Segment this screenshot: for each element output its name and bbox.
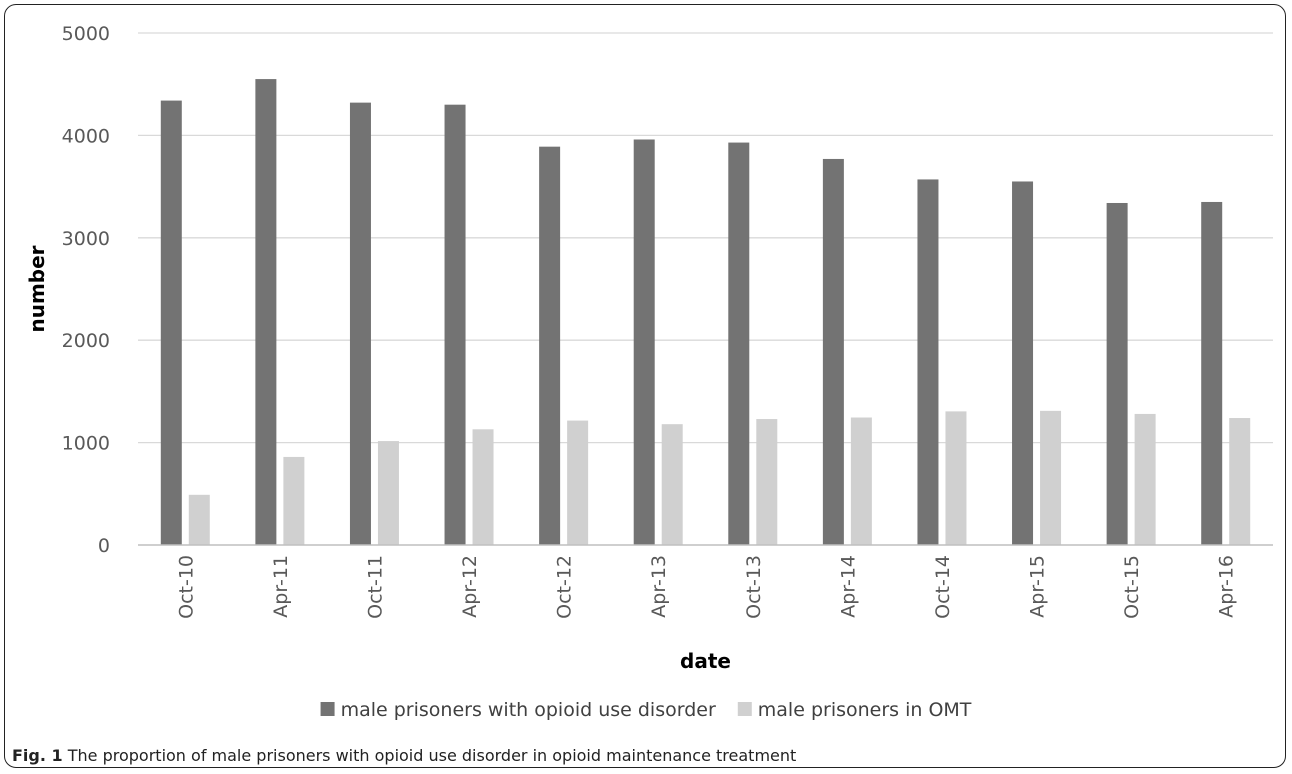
bar-series-2 [567,420,589,545]
bar-series-2 [945,411,967,545]
bar-series-1 [1012,181,1034,546]
bar-series-2 [472,429,494,545]
bar-series-2 [850,417,872,545]
x-tick-label: Apr-11 [270,555,292,618]
bar-series-1 [822,158,844,545]
bar-series-1 [1201,201,1223,545]
bar-series-1 [917,179,939,545]
bar-series-2 [661,424,683,545]
gridlines [138,32,1273,444]
y-axis-ticks: 0 1000 2000 3000 4000 5000 [62,23,110,557]
y-axis-title: number [25,245,49,332]
bar-series-2 [1040,410,1062,545]
x-tick-label: Apr-13 [648,555,670,618]
bar-series-2 [377,441,399,545]
y-tick-label: 1000 [62,433,110,455]
figure-frame [4,4,1286,768]
x-tick-label: Oct-10 [175,555,197,619]
x-tick-label: Apr-12 [459,555,481,618]
x-tick-label: Oct-11 [364,555,386,619]
y-tick-label: 4000 [62,125,110,147]
x-tick-label: Apr-14 [837,555,859,618]
legend: male prisoners with opioid use disorder m… [320,699,972,721]
x-tick-label: Apr-15 [1027,555,1049,618]
figure-caption-text: The proportion of male prisoners with op… [67,746,797,765]
figure-label: Fig. 1 [12,746,63,765]
bar-series-2 [1134,413,1156,545]
bar-series-1 [539,146,561,545]
x-tick-label: Oct-14 [932,555,954,619]
bar-series-1 [633,139,655,545]
bar-series-1 [728,142,750,545]
bar-series-2 [283,456,305,545]
bar-series-1 [349,102,371,545]
bar-series-2 [756,419,778,545]
y-tick-label: 3000 [62,228,110,250]
x-tick-label: Oct-15 [1121,555,1143,619]
legend-swatch [320,702,335,716]
bar-series-1 [444,104,466,546]
bars [160,79,1251,546]
y-tick-label: 0 [98,535,110,557]
x-tick-label: Apr-16 [1216,555,1238,618]
x-tick-label: Oct-13 [743,555,765,619]
bar-series-2 [188,494,210,545]
y-tick-label: 5000 [62,23,110,45]
bar-series-1 [255,79,277,545]
y-tick-label: 2000 [62,330,110,352]
bar-series-1 [1106,202,1128,545]
legend-label: male prisoners with opioid use disorder [341,699,716,721]
legend-item: male prisoners in OMT [737,699,972,721]
legend-item: male prisoners with opioid use disorder [320,699,716,721]
bar-series-2 [1229,418,1251,545]
x-axis-title: date [680,649,731,673]
legend-swatch [737,702,752,716]
legend-label: male prisoners in OMT [758,699,972,721]
x-tick-label: Oct-12 [554,555,576,619]
bar-chart: 0 1000 2000 3000 4000 5000 Oct-10 Apr-11 Oct-11… [25,23,1273,721]
x-axis-ticks: Oct-10 Apr-11 Oct-11 Apr-12 Oct-12 Apr-13 Oct-… [175,555,1237,619]
bar-series-1 [160,100,182,546]
figure-caption: Fig. 1 The proportion of male prisoners … [12,746,796,765]
